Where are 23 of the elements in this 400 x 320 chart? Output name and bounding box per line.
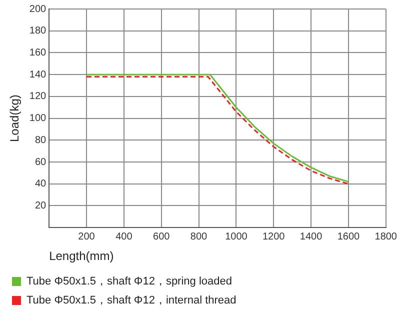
y-tick-label: 180 — [29, 26, 47, 37]
x-tick-label: 1800 — [374, 231, 398, 242]
y-tick-label: 140 — [29, 69, 47, 80]
y-tick-label: 120 — [29, 91, 47, 102]
x-tick-label: 600 — [153, 231, 170, 242]
y-tick-label: 160 — [29, 47, 47, 58]
y-tick-label: 80 — [34, 134, 47, 146]
x-tick-label: 200 — [78, 231, 96, 242]
x-tick-label: 1600 — [337, 231, 360, 242]
y-tick-label: 20 — [34, 200, 47, 212]
legend-label: Tube Φ50x1.5，shaft Φ12，internal thread — [26, 294, 236, 307]
x-tick-label: 800 — [190, 231, 208, 242]
y-tick-label: 100 — [29, 113, 47, 124]
y-tick-label: 40 — [34, 178, 47, 190]
legend-label: Tube Φ50x1.5，shaft Φ12，spring loaded — [26, 276, 232, 288]
x-tick-label: 400 — [116, 231, 133, 242]
x-tick-label: 1000 — [225, 231, 248, 242]
y-axis-title: Load(kg) — [8, 94, 22, 142]
x-axis-title: Length(mm) — [49, 249, 114, 264]
x-tick-label: 1400 — [300, 231, 323, 242]
y-tick-label: 60 — [34, 156, 47, 168]
x-tick-label: 1200 — [262, 231, 286, 242]
y-tick-label: 200 — [29, 4, 47, 15]
